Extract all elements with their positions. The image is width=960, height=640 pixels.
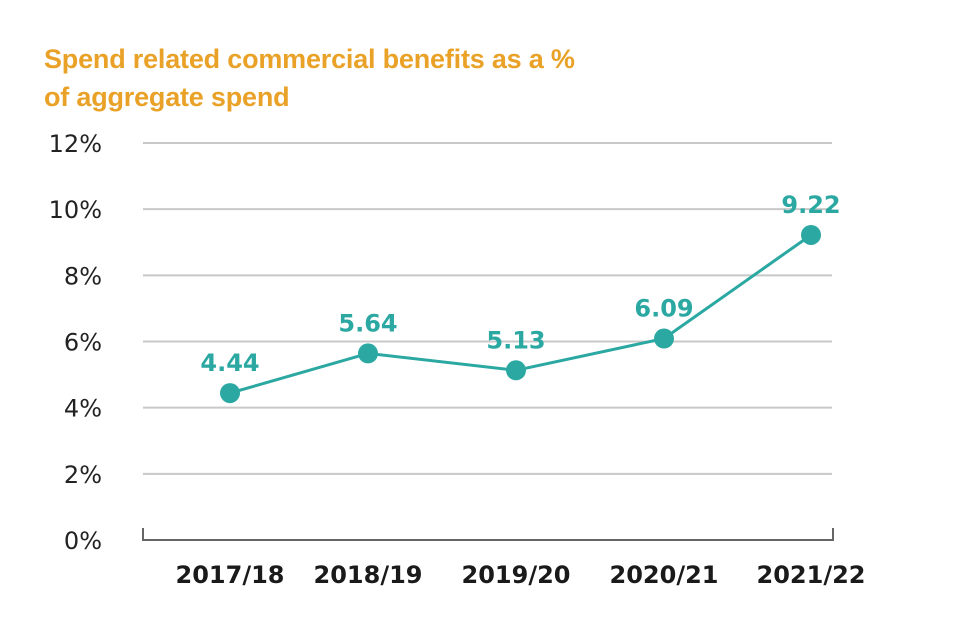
data-label: 5.13 [486,326,545,354]
data-point [358,343,378,364]
data-point [220,383,240,404]
x-tick-label: 2017/18 [176,561,285,589]
data-point [801,224,821,245]
y-tick-label: 12% [49,130,102,158]
x-tick-label: 2020/21 [610,561,719,589]
gridlines [143,142,832,475]
data-labels: 4.44 5.64 5.13 6.09 9.22 [200,191,840,377]
y-tick-label: 2% [64,461,102,489]
chart-title: Spend related commercial benefits as a %… [44,40,744,116]
x-axis-line [142,528,834,541]
data-point [506,360,526,381]
data-label: 6.09 [634,295,693,323]
data-label: 9.22 [781,191,840,219]
y-tick-label: 6% [64,329,102,357]
data-point [654,328,674,349]
y-tick-label: 4% [64,395,102,423]
data-label: 5.64 [338,309,397,337]
series-line-group [220,224,821,404]
data-label: 4.44 [200,349,259,377]
y-tick-label: 0% [64,527,102,555]
y-axis: 0% 2% 4% 6% 8% 10% 12% [49,130,102,555]
x-tick-label: 2018/19 [314,561,423,589]
chart-title-line-2: of aggregate spend [44,82,290,112]
y-tick-label: 8% [64,262,102,290]
y-tick-label: 10% [49,196,102,224]
chart-title-line-1: Spend related commercial benefits as a % [44,44,575,74]
x-axis: 2017/18 2018/19 2019/20 2020/21 2021/22 [142,528,866,589]
x-tick-label: 2019/20 [462,561,571,589]
x-tick-label: 2021/22 [757,561,866,589]
